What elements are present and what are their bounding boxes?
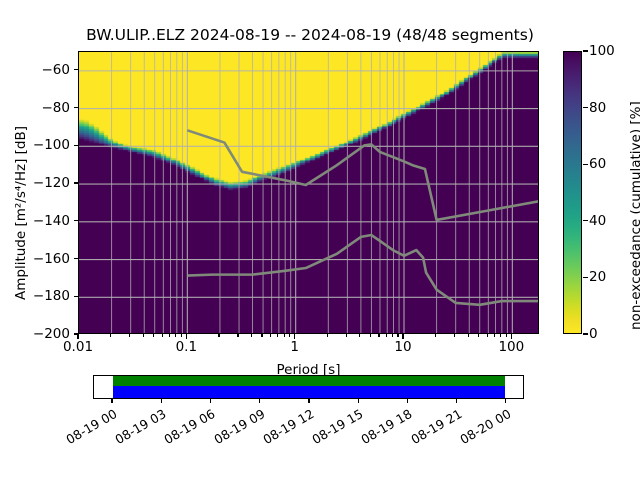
x-tick-label-0: 0.01 [62,339,94,355]
colorbar-tick-mark-0 [583,333,588,335]
y-tick-label-4: −140 [32,212,70,229]
x-tick-mark [180,334,182,337]
colorbar-gradient [564,52,581,333]
x-tick-label-2: 1 [290,339,299,355]
x-tick-mark [261,334,263,337]
colorbar-tick-mark-3 [583,163,588,165]
data-coverage-blue [112,385,505,398]
y-tick-mark-1 [74,107,79,109]
gridlines [79,52,538,333]
x-tick-mark [185,334,187,339]
timeline-tick-mark-3 [259,399,261,403]
x-tick-mark [168,334,171,337]
x-tick-mark [289,334,291,337]
x-tick-mark [510,334,512,339]
x-tick-mark [283,334,285,337]
x-tick-mark [402,334,404,339]
plot-overlay-svg [79,52,538,333]
x-tick-mark [493,334,496,337]
x-tick-mark [369,334,371,337]
y-tick-mark-2 [74,144,79,146]
timeline-tick-mark-6 [406,399,408,403]
colorbar-tick-mark-5 [583,50,588,52]
y-tick-label-7: −200 [32,326,70,342]
x-tick-mark [500,334,502,337]
timeline-tick-mark-5 [357,399,359,403]
timeline-tick-mark-1 [160,399,162,403]
y-tick-mark-6 [74,295,79,297]
x-tick-mark [142,334,144,337]
timeline-tick-mark-8 [505,399,507,403]
colorbar-tick-label-1: 20 [589,269,607,286]
y-tick-label-1: −80 [41,99,71,116]
colorbar-tick-label-2: 40 [589,212,607,229]
colorbar-tick-label-3: 60 [589,156,607,173]
colorbar-tick-label-5: 100 [589,43,615,59]
x-tick-mark [385,334,387,337]
x-tick-label-3: 10 [394,339,412,355]
timeline-tick-mark-2 [209,399,212,403]
y-tick-mark-7 [74,333,79,335]
colorbar-label: non-exceedance (cumulative) [%] [628,101,640,330]
x-tick-mark [378,334,380,337]
colorbar[interactable] [563,51,582,334]
x-tick-mark [153,334,155,337]
x-tick-mark [397,334,399,337]
x-tick-mark [486,334,488,337]
colorbar-tick-label-4: 80 [589,99,607,116]
x-tick-mark [237,334,239,337]
timeline-tick-mark-0 [111,399,113,403]
x-tick-mark [478,334,480,337]
x-tick-mark [250,334,253,337]
x-tick-mark [277,334,279,337]
y-tick-label-6: −180 [32,288,70,305]
colorbar-tick-mark-2 [583,220,588,222]
x-tick-mark [467,334,469,337]
timeline-tick-mark-4 [308,399,310,403]
x-tick-mark [294,334,296,339]
x-tick-mark [175,334,177,337]
y-tick-label-0: −60 [41,61,71,78]
x-tick-mark [110,334,112,337]
noise-model-nhnm [186,129,538,222]
page-title: BW.ULIP..ELZ 2024-08-19 -- 2024-08-19 (4… [86,26,534,44]
y-tick-label-3: −120 [32,175,70,192]
ppsd-plot-area[interactable] [78,51,539,334]
colorbar-tick-label-0: 0 [589,326,598,342]
x-tick-mark [326,334,328,337]
x-tick-label-1: 0.1 [175,339,198,355]
x-tick-mark [454,334,456,337]
x-tick-mark [359,334,361,337]
y-tick-mark-0 [74,69,79,71]
x-tick-mark [270,334,272,337]
x-tick-mark [435,334,437,337]
y-tick-label-2: −100 [32,137,70,154]
x-tick-mark [505,334,507,337]
x-tick-mark [129,334,131,337]
ppsd-histogram-canvas [79,52,538,333]
y-tick-mark-3 [74,182,79,184]
x-tick-mark [391,334,394,337]
y-tick-mark-5 [74,257,79,260]
x-tick-mark [218,334,220,337]
y-tick-label-5: −160 [32,250,70,267]
data-coverage-green [112,376,505,386]
colorbar-tick-mark-1 [583,276,588,278]
data-coverage-timeline[interactable] [93,375,524,399]
x-tick-label-4: 100 [498,339,525,355]
noise-model-nlnm [187,233,538,307]
colorbar-tick-mark-4 [583,107,588,109]
x-tick-mark [77,334,79,339]
noise-model-curves [186,129,538,307]
y-tick-mark-4 [74,220,79,222]
x-tick-mark [161,334,163,337]
x-axis-label: Period [s] [276,362,341,378]
x-tick-mark [345,334,347,337]
timeline-tick-mark-7 [456,399,458,403]
